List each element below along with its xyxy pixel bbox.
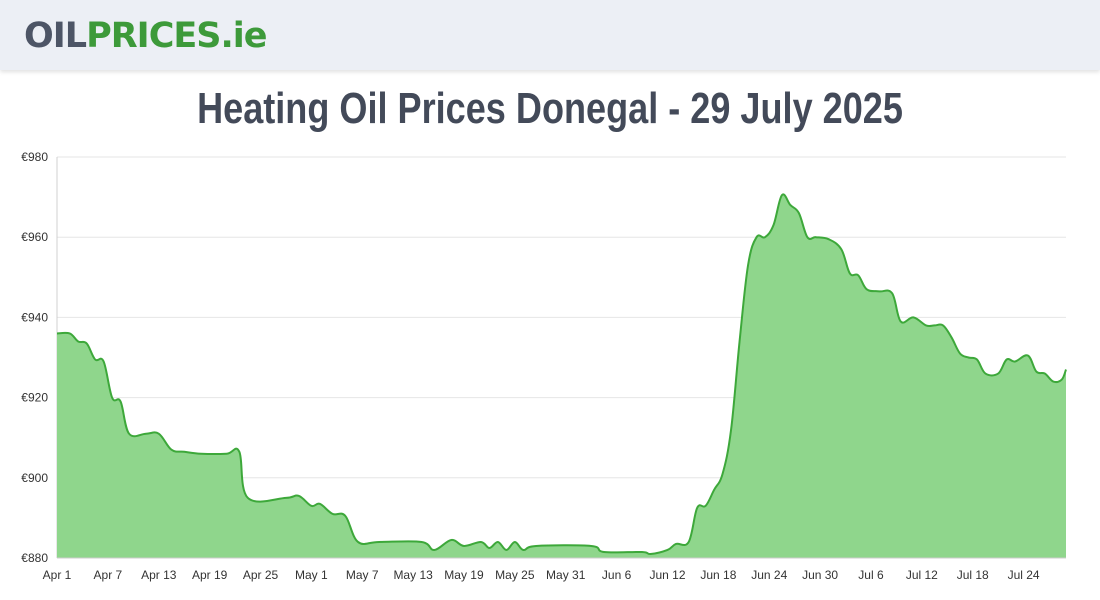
y-tick-label: €900 — [21, 471, 48, 485]
x-tick-label: Jun 18 — [700, 568, 736, 582]
x-tick-label: Jun 12 — [649, 568, 685, 582]
site-logo[interactable]: OIL PRICES .ie — [24, 14, 268, 58]
x-tick-label: May 25 — [495, 568, 535, 582]
price-line — [56, 193, 1067, 556]
x-tick-label: May 7 — [346, 568, 379, 582]
x-tick-label: Jun 6 — [602, 568, 632, 582]
x-tick-label: May 19 — [444, 568, 484, 582]
x-tick-label: Apr 25 — [243, 568, 279, 582]
x-tick-label: Apr 19 — [192, 568, 228, 582]
x-tick-label: Apr 1 — [43, 568, 72, 582]
logo-text-oil: OIL — [24, 16, 87, 56]
y-tick-label: €920 — [21, 391, 48, 405]
y-tick-label: €940 — [21, 310, 48, 324]
x-tick-label: Jun 30 — [802, 568, 838, 582]
x-tick-label: Jul 12 — [906, 568, 938, 582]
x-tick-label: Jul 6 — [858, 568, 884, 582]
logo-text-ie: .ie — [220, 16, 268, 56]
x-tick-label: May 1 — [295, 568, 328, 582]
x-tick-label: Jul 24 — [1008, 568, 1040, 582]
price-area-fill — [57, 194, 1066, 558]
price-chart: €880 €900 €920 €940 €960 €980 Apr 1 Apr 7 Apr 13… — [21, 150, 1067, 582]
site-header: OIL PRICES .ie — [0, 0, 1100, 70]
y-tick-label: €980 — [21, 150, 48, 164]
page-title: Heating Oil Prices Donegal - 29 July 202… — [197, 84, 903, 133]
x-tick-label: Jul 18 — [957, 568, 989, 582]
x-tick-label: May 13 — [393, 568, 433, 582]
x-tick-label: Apr 13 — [141, 568, 177, 582]
logo-text-prices: PRICES — [86, 16, 221, 56]
x-tick-label: Apr 7 — [94, 568, 123, 582]
y-tick-label: €880 — [21, 551, 48, 565]
x-tick-label: May 31 — [546, 568, 586, 582]
x-tick-label: Jun 24 — [751, 568, 787, 582]
y-tick-label: €960 — [21, 230, 48, 244]
